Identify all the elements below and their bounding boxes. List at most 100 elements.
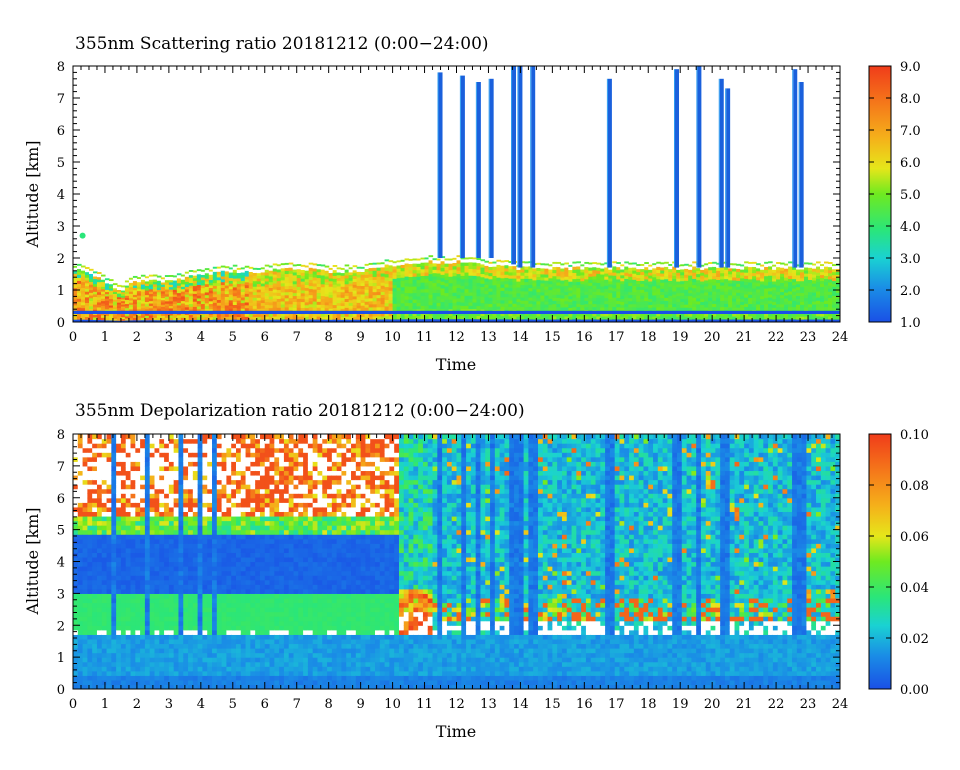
heatmap-cell xyxy=(644,306,649,311)
heatmap-cell xyxy=(764,303,769,308)
heatmap-cell xyxy=(212,288,218,292)
heatmap-cell xyxy=(82,657,88,663)
heatmap-cell xyxy=(76,265,82,270)
heatmap-cell xyxy=(328,280,334,285)
heatmap-cell xyxy=(488,297,494,301)
heatmap-cell xyxy=(832,274,837,279)
heatmap-cell xyxy=(135,625,141,631)
heatmap-cell xyxy=(700,295,705,300)
heatmap-cell xyxy=(804,315,809,320)
heatmap-cell xyxy=(676,272,681,276)
heatmap-cell xyxy=(552,269,557,274)
heatmap-cell xyxy=(828,285,833,289)
heatmap-cell xyxy=(668,274,673,279)
heatmap-cell xyxy=(816,300,821,304)
heatmap-cell xyxy=(516,313,522,317)
heatmap-cell xyxy=(125,470,132,476)
heatmap-cell xyxy=(372,279,378,284)
heatmap-cell xyxy=(120,620,127,626)
heatmap-cell xyxy=(776,312,781,317)
heatmap-cell xyxy=(696,312,701,317)
heatmap-cell xyxy=(528,281,534,286)
heatmap-cell xyxy=(136,286,142,289)
heatmap-cell xyxy=(324,275,330,280)
heatmap-cell xyxy=(492,281,498,286)
heatmap-cell xyxy=(176,277,182,281)
heatmap-cell xyxy=(536,288,541,293)
heatmap-cell xyxy=(248,268,254,273)
heatmap-cell xyxy=(248,313,254,317)
heatmap-cell xyxy=(772,316,777,320)
heatmap-cell xyxy=(420,278,426,283)
heatmap-cell xyxy=(204,305,210,309)
heatmap-cell xyxy=(396,264,402,269)
heatmap-cell xyxy=(352,295,358,300)
heatmap-cell xyxy=(828,275,833,280)
heatmap-cell xyxy=(664,306,669,311)
heatmap-cell xyxy=(180,276,186,280)
heatmap-cell xyxy=(128,299,134,303)
heatmap-cell xyxy=(616,288,621,292)
heatmap-cell xyxy=(796,295,801,299)
heatmap-cell xyxy=(500,284,506,288)
heatmap-cell xyxy=(144,294,150,298)
heatmap-cell xyxy=(296,280,302,285)
heatmap-cell xyxy=(204,291,210,296)
heatmap-cell xyxy=(396,315,402,320)
heatmap-cell xyxy=(87,652,93,658)
heatmap-cell xyxy=(125,547,132,553)
heatmap-cell xyxy=(224,313,230,317)
heatmap-cell xyxy=(592,312,597,317)
heatmap-cell xyxy=(224,270,230,275)
heatmap-cell xyxy=(200,316,206,320)
heatmap-cell xyxy=(73,434,79,440)
heatmap-cell xyxy=(288,270,294,274)
heatmap-cell xyxy=(424,259,430,263)
heatmap-cell xyxy=(528,293,534,298)
heatmap-cell xyxy=(216,302,222,306)
heatmap-cell xyxy=(536,285,541,290)
heatmap-cell xyxy=(216,273,222,278)
heatmap-cell xyxy=(224,290,230,295)
heatmap-cell xyxy=(704,297,709,302)
heatmap-cell xyxy=(744,261,749,264)
heatmap-cell xyxy=(168,275,174,277)
heatmap-cell xyxy=(82,629,88,635)
x-tick-label: 13 xyxy=(480,330,497,345)
heatmap-cell xyxy=(748,294,753,298)
heatmap-cell xyxy=(540,270,545,275)
heatmap-cell xyxy=(308,262,314,265)
heatmap-cell xyxy=(204,289,210,293)
heatmap-cell xyxy=(572,300,577,304)
heatmap-cell xyxy=(404,302,410,307)
heatmap-cell xyxy=(116,566,122,572)
heatmap-cell xyxy=(82,597,88,604)
heatmap-cell xyxy=(512,312,518,317)
heatmap-cell xyxy=(252,319,258,322)
heatmap-cell xyxy=(106,579,112,585)
heatmap-cell xyxy=(656,294,661,298)
heatmap-cell xyxy=(348,274,354,278)
heatmap-cell xyxy=(392,278,398,282)
heatmap-cell xyxy=(548,274,553,279)
heatmap-cell xyxy=(111,515,117,522)
heatmap-cell xyxy=(632,264,637,268)
heatmap-cell xyxy=(224,287,230,292)
heatmap-cell xyxy=(376,300,382,305)
heatmap-cell xyxy=(420,262,426,266)
heatmap-cell xyxy=(496,264,502,269)
heatmap-cell xyxy=(135,611,141,617)
heatmap-cell xyxy=(164,319,170,322)
heatmap-cell xyxy=(596,288,601,293)
heatmap-cell xyxy=(796,271,801,276)
heatmap-cell xyxy=(292,292,298,297)
heatmap-cell xyxy=(200,303,206,307)
heatmap-cell xyxy=(220,319,226,322)
heatmap-cell xyxy=(135,679,141,686)
heatmap-cell xyxy=(208,298,214,302)
heatmap-cell xyxy=(404,258,410,261)
heatmap-cell xyxy=(752,300,757,305)
heatmap-cell xyxy=(120,657,127,663)
heatmap-cell xyxy=(135,538,141,544)
heatmap-cell xyxy=(520,261,526,264)
